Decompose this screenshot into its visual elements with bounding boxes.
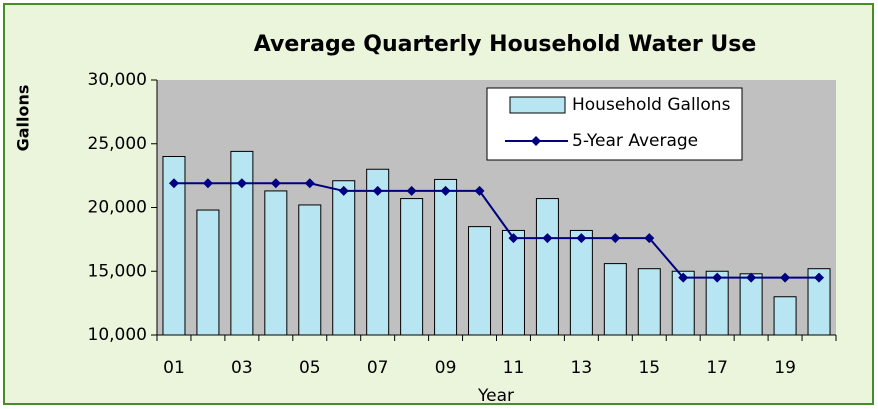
chart-title: Average Quarterly Household Water Use	[254, 32, 757, 57]
bar	[807, 268, 831, 336]
marker	[202, 178, 213, 189]
marker	[814, 272, 825, 283]
legend-marker	[531, 136, 541, 146]
marker	[168, 178, 179, 189]
legend-swatch	[509, 96, 566, 114]
x-tick-label: 05	[299, 358, 321, 378]
marker	[644, 233, 655, 244]
bar	[366, 168, 390, 336]
marker	[474, 185, 485, 196]
bar	[501, 229, 525, 336]
marker	[780, 272, 791, 283]
bar	[739, 273, 763, 336]
bar	[332, 180, 356, 336]
marker	[440, 185, 451, 196]
y-tick-label: 10,000	[88, 325, 147, 345]
x-tick-label: 01	[163, 358, 185, 378]
x-tick-label: 11	[503, 358, 525, 378]
x-tick-label: 17	[706, 358, 728, 378]
marker	[678, 272, 689, 283]
bar	[400, 198, 424, 336]
marker	[236, 178, 247, 189]
y-tick-label: 20,000	[88, 198, 147, 218]
y-axis-title: Gallons	[14, 85, 33, 152]
x-tick-label: 09	[435, 358, 457, 378]
y-tick-label: 30,000	[88, 70, 147, 90]
x-tick-label: 15	[638, 358, 660, 378]
x-axis-title: Year	[477, 386, 514, 406]
legend-label: 5-Year Average	[572, 131, 698, 151]
marker	[576, 233, 587, 244]
bar	[569, 229, 593, 336]
x-tick-label: 03	[231, 358, 253, 378]
bar	[298, 204, 322, 336]
marker	[508, 233, 519, 244]
marker	[270, 178, 281, 189]
bar	[671, 270, 695, 336]
x-tick-label: 13	[571, 358, 593, 378]
marker	[712, 272, 723, 283]
bar	[196, 209, 220, 336]
line	[173, 182, 820, 279]
bar	[434, 178, 458, 336]
y-tick-label: 15,000	[88, 261, 147, 281]
marker	[338, 185, 349, 196]
bar	[264, 190, 288, 336]
bar	[468, 226, 492, 336]
marker	[746, 272, 757, 283]
bar	[162, 156, 186, 336]
marker	[406, 185, 417, 196]
marker	[304, 178, 315, 189]
x-tick-label: 07	[367, 358, 389, 378]
bar	[230, 150, 254, 336]
bar	[535, 198, 559, 336]
bar	[773, 296, 797, 336]
marker	[542, 233, 553, 244]
marker	[610, 233, 621, 244]
bar	[637, 268, 661, 336]
bar	[705, 270, 729, 336]
bar	[603, 263, 627, 336]
legend-label: Household Gallons	[572, 95, 731, 115]
marker	[372, 185, 383, 196]
x-tick-label: 19	[774, 358, 796, 378]
y-tick-label: 25,000	[88, 134, 147, 154]
